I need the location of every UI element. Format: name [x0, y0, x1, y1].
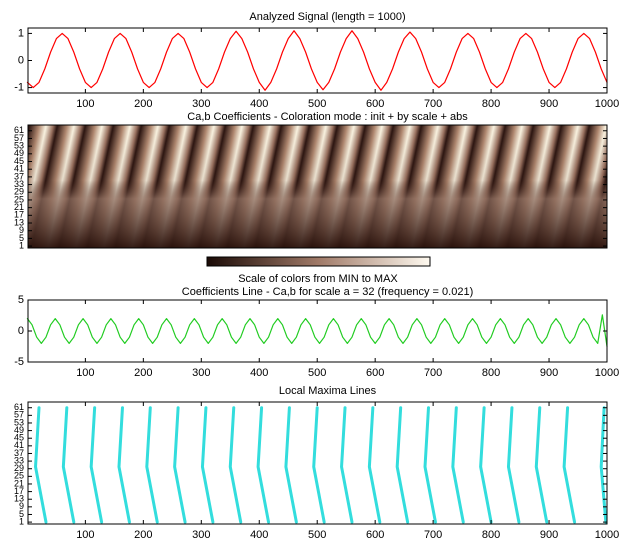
x-tick-label: 300 — [192, 529, 210, 541]
coefficient-shade — [28, 125, 607, 248]
y-tick-label: 41 — [14, 440, 24, 450]
x-tick-label: 800 — [482, 529, 500, 541]
x-tick-label: 900 — [540, 98, 558, 110]
x-tick-label: 600 — [366, 367, 384, 379]
y-tick-label: 1 — [19, 516, 24, 526]
y-tick-label: 1 — [19, 240, 24, 250]
x-tick-label: 600 — [366, 98, 384, 110]
y-tick-label: -1 — [14, 81, 24, 93]
y-tick-label: 9 — [19, 225, 24, 235]
y-tick-label: 49 — [14, 148, 24, 158]
x-tick-label: 700 — [424, 367, 442, 379]
y-tick-label: 41 — [14, 164, 24, 174]
x-tick-label: 700 — [424, 529, 442, 541]
x-tick-label: 400 — [250, 98, 268, 110]
y-tick-label: 33 — [14, 179, 24, 189]
y-tick-label: 45 — [14, 156, 24, 166]
colorbar-label: Scale of colors from MIN to MAX — [238, 273, 398, 285]
y-tick-label: 57 — [14, 410, 24, 420]
y-tick-label: 17 — [14, 486, 24, 496]
y-tick-label: 9 — [19, 501, 24, 511]
y-tick-label: 37 — [14, 448, 24, 458]
y-tick-label: 0 — [18, 54, 24, 66]
axes-box — [27, 124, 608, 249]
x-tick-label: 400 — [250, 529, 268, 541]
y-tick-label: 0 — [18, 325, 24, 337]
x-tick-label: 1000 — [595, 367, 619, 379]
x-tick-label: 1000 — [595, 98, 619, 110]
x-tick-label: 900 — [540, 529, 558, 541]
panel-title: Coefficients Line - Ca,b for scale a = 3… — [182, 286, 473, 298]
x-tick-label: 400 — [250, 367, 268, 379]
x-tick-label: 500 — [308, 529, 326, 541]
x-tick-label: 100 — [76, 98, 94, 110]
y-tick-label: 53 — [14, 141, 24, 151]
y-tick-label: 33 — [14, 455, 24, 465]
y-tick-label: 53 — [14, 417, 24, 427]
y-tick-label: 61 — [14, 402, 24, 412]
series-line — [26, 30, 608, 91]
series-line — [34, 406, 608, 524]
y-tick-label: 29 — [14, 187, 24, 197]
axes-box — [27, 299, 608, 363]
x-tick-label: 300 — [192, 367, 210, 379]
colorbar — [206, 256, 431, 267]
x-tick-label: 900 — [540, 367, 558, 379]
y-tick-label: 13 — [14, 494, 24, 504]
panel-title: Local Maxima Lines — [279, 385, 377, 397]
x-tick-label: 600 — [366, 529, 384, 541]
y-tick-label: 5 — [18, 294, 24, 306]
y-tick-label: 61 — [14, 125, 24, 135]
x-tick-label: 700 — [424, 98, 442, 110]
x-tick-label: 500 — [308, 367, 326, 379]
y-tick-label: 49 — [14, 425, 24, 435]
x-tick-label: 500 — [308, 98, 326, 110]
x-tick-label: 1000 — [595, 529, 619, 541]
y-tick-label: 25 — [14, 471, 24, 481]
y-tick-label: 37 — [14, 171, 24, 181]
y-tick-label: 5 — [19, 233, 24, 243]
y-tick-label: 5 — [19, 509, 24, 519]
y-tick-label: 1 — [18, 27, 24, 39]
y-tick-label: 13 — [14, 217, 24, 227]
y-tick-label: 21 — [14, 478, 24, 488]
x-tick-label: 200 — [134, 98, 152, 110]
x-tick-label: 800 — [482, 367, 500, 379]
x-tick-label: 300 — [192, 98, 210, 110]
x-tick-label: 200 — [134, 529, 152, 541]
y-tick-label: 45 — [14, 433, 24, 443]
y-tick-label: -5 — [14, 356, 24, 368]
x-tick-label: 100 — [76, 529, 94, 541]
x-tick-label: 200 — [134, 367, 152, 379]
y-tick-label: 21 — [14, 202, 24, 212]
y-tick-label: 57 — [14, 133, 24, 143]
panel-title: Analyzed Signal (length = 1000) — [249, 11, 405, 23]
x-tick-label: 100 — [76, 367, 94, 379]
y-tick-label: 29 — [14, 463, 24, 473]
series-line — [26, 314, 608, 348]
y-tick-label: 25 — [14, 194, 24, 204]
y-tick-label: 17 — [14, 210, 24, 220]
x-tick-label: 800 — [482, 98, 500, 110]
panel-title: Ca,b Coefficients - Coloration mode : in… — [187, 111, 468, 123]
